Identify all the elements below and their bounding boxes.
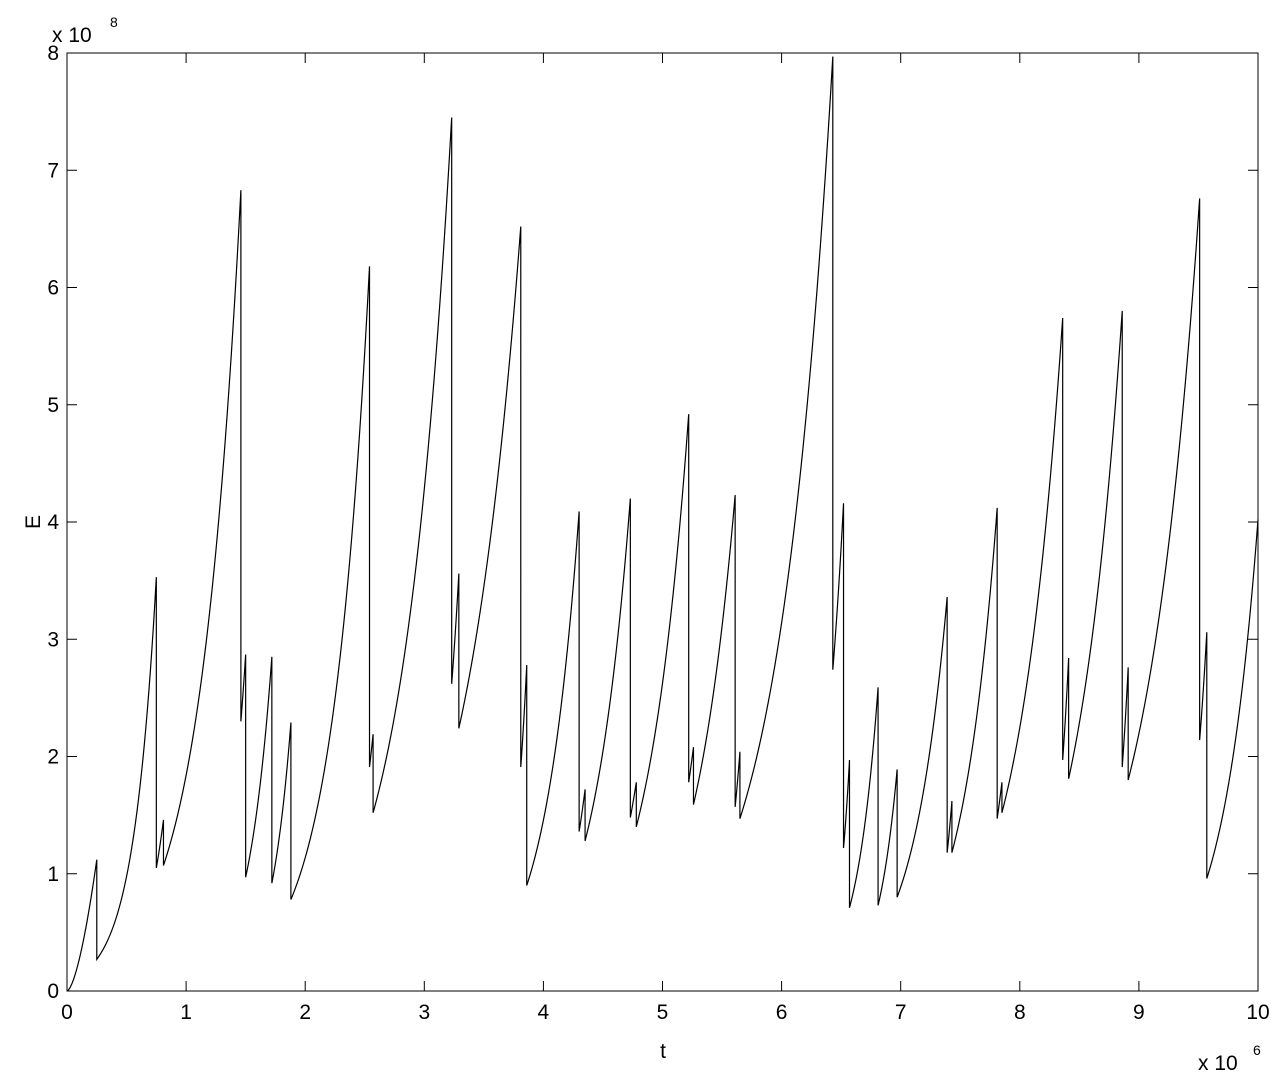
y-multiplier-base: x 10 (52, 24, 92, 47)
x-multiplier-base: x 10 (1198, 1052, 1238, 1075)
y-axis-label: E (22, 515, 45, 529)
x-tick-label: 8 (1014, 1001, 1026, 1024)
x-tick-label: 4 (538, 1001, 550, 1024)
y-tick-label: 3 (47, 628, 59, 651)
x-tick-label: 0 (61, 1001, 73, 1024)
x-tick-label: 10 (1246, 1001, 1269, 1024)
x-axis-ticks: 0 1 2 3 4 5 6 7 8 9 10 (61, 53, 1270, 1024)
plot-frame (66, 52, 1259, 992)
x-multiplier: x 10 6 (1198, 1042, 1261, 1075)
y-tick-label: 7 (47, 159, 59, 182)
data-layer (66, 56, 1259, 992)
x-tick-label: 9 (1133, 1001, 1145, 1024)
y-tick-label: 8 (47, 42, 59, 65)
x-tick-label: 6 (776, 1001, 788, 1024)
y-tick-label: 0 (47, 980, 59, 1003)
y-tick-label: 4 (47, 511, 59, 534)
y-tick-label: 6 (47, 277, 59, 300)
y-tick-label: 2 (47, 746, 59, 769)
series-line-0 (66, 56, 1259, 992)
y-tick-label: 5 (47, 394, 59, 417)
x-tick-label: 3 (418, 1001, 430, 1024)
x-tick-label: 5 (657, 1001, 669, 1024)
plot-area (66, 52, 1259, 992)
y-tick-label: 1 (47, 863, 59, 886)
x-multiplier-exponent: 6 (1253, 1042, 1261, 1058)
x-axis-label: t (660, 1040, 666, 1063)
x-tick-label: 2 (299, 1001, 311, 1024)
y-axis-ticks: 0 1 2 3 4 5 6 7 8 (47, 42, 1258, 1003)
y-multiplier-exponent: 8 (110, 14, 118, 30)
x-tick-label: 1 (180, 1001, 192, 1024)
y-multiplier: x 10 8 (52, 14, 118, 47)
x-tick-label: 7 (895, 1001, 907, 1024)
